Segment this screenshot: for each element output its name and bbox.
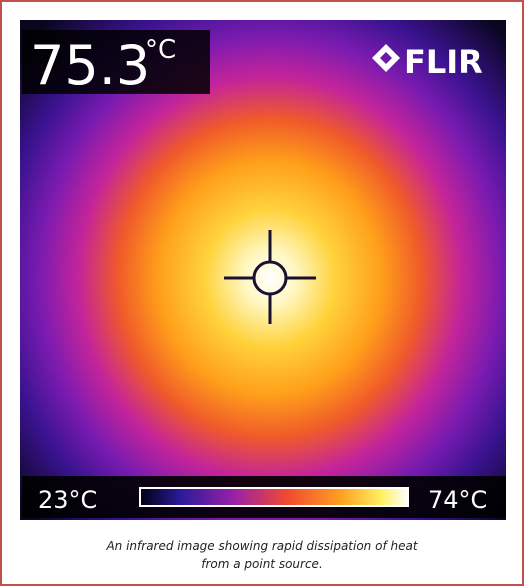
brand: FLIR xyxy=(404,43,483,81)
color-scale xyxy=(140,488,408,506)
scale-min: 23°C xyxy=(38,486,97,514)
scale-max: 74°C xyxy=(428,486,487,514)
caption-line: from a point source. xyxy=(201,557,323,571)
temperature-unit: °C xyxy=(145,35,176,65)
temperature: 75.3 xyxy=(30,34,150,97)
page: 75.3 °C FLIR 23°C 74°C An infrared image… xyxy=(0,0,524,586)
caption-line: An infrared image showing rapid dissipat… xyxy=(105,539,418,553)
